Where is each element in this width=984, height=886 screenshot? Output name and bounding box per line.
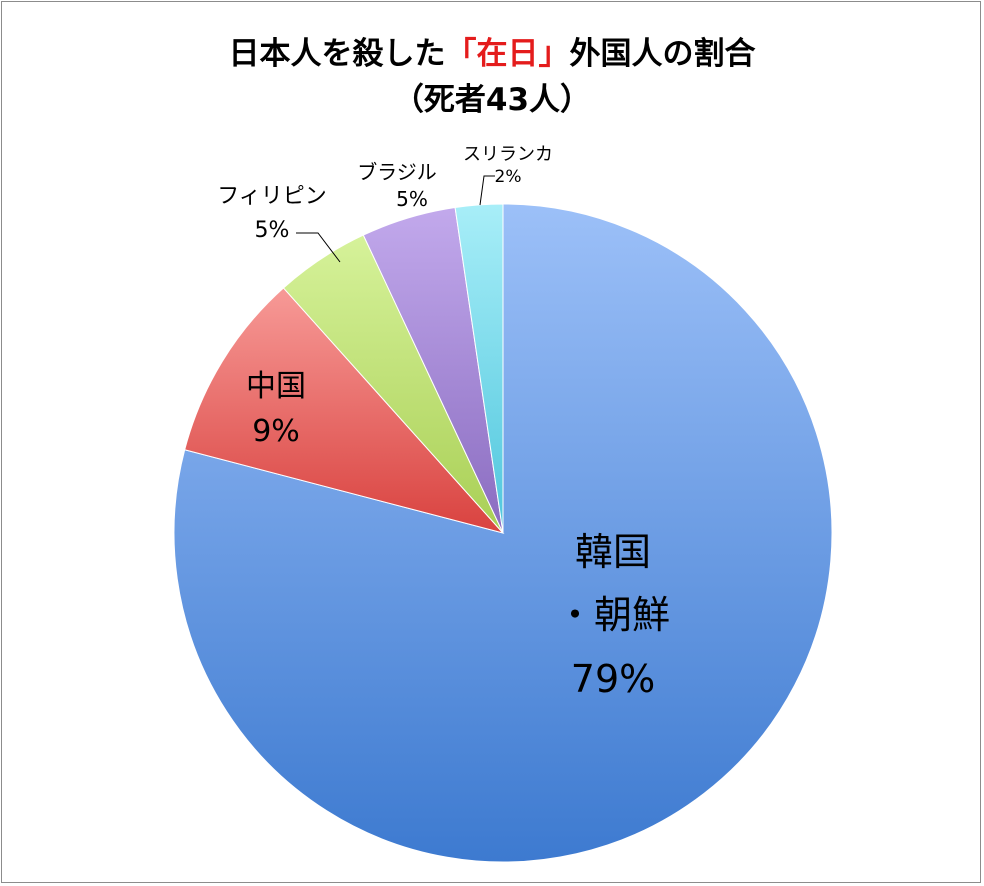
leader-line-srilanka: [479, 175, 495, 206]
data-label-name-brazil: ブラジル: [357, 160, 437, 184]
data-label-percent-brazil: 5%: [396, 187, 428, 211]
data-label-name-china: 中国: [246, 369, 306, 404]
data-label-percent-korea: 79%: [571, 657, 655, 701]
pie-slice-china: [184, 287, 505, 534]
data-label-name-philippines: フィリピン: [217, 184, 327, 209]
data-label-name-korea-2: ・朝鮮: [556, 593, 670, 637]
data-label-percent-philippines: 5%: [255, 218, 290, 243]
chart-subtitle: （死者43人）: [392, 82, 592, 118]
pie-slice-srilanka: [454, 203, 504, 534]
chart-title: 日本人を殺した「在日」外国人の割合: [0, 28, 984, 73]
title-part-1: 日本人を殺した: [228, 36, 446, 72]
data-label-name-srilanka: スリランカ: [463, 144, 553, 165]
leader-line-philippines: [296, 232, 341, 263]
data-label-percent-china: 9%: [252, 414, 300, 449]
data-label-name-korea: 韓国: [575, 530, 651, 574]
title-part-3: 外国人の割合: [569, 36, 756, 72]
title-part-highlight: 「在日」: [445, 36, 570, 72]
data-label-percent-srilanka: 2%: [495, 167, 522, 187]
